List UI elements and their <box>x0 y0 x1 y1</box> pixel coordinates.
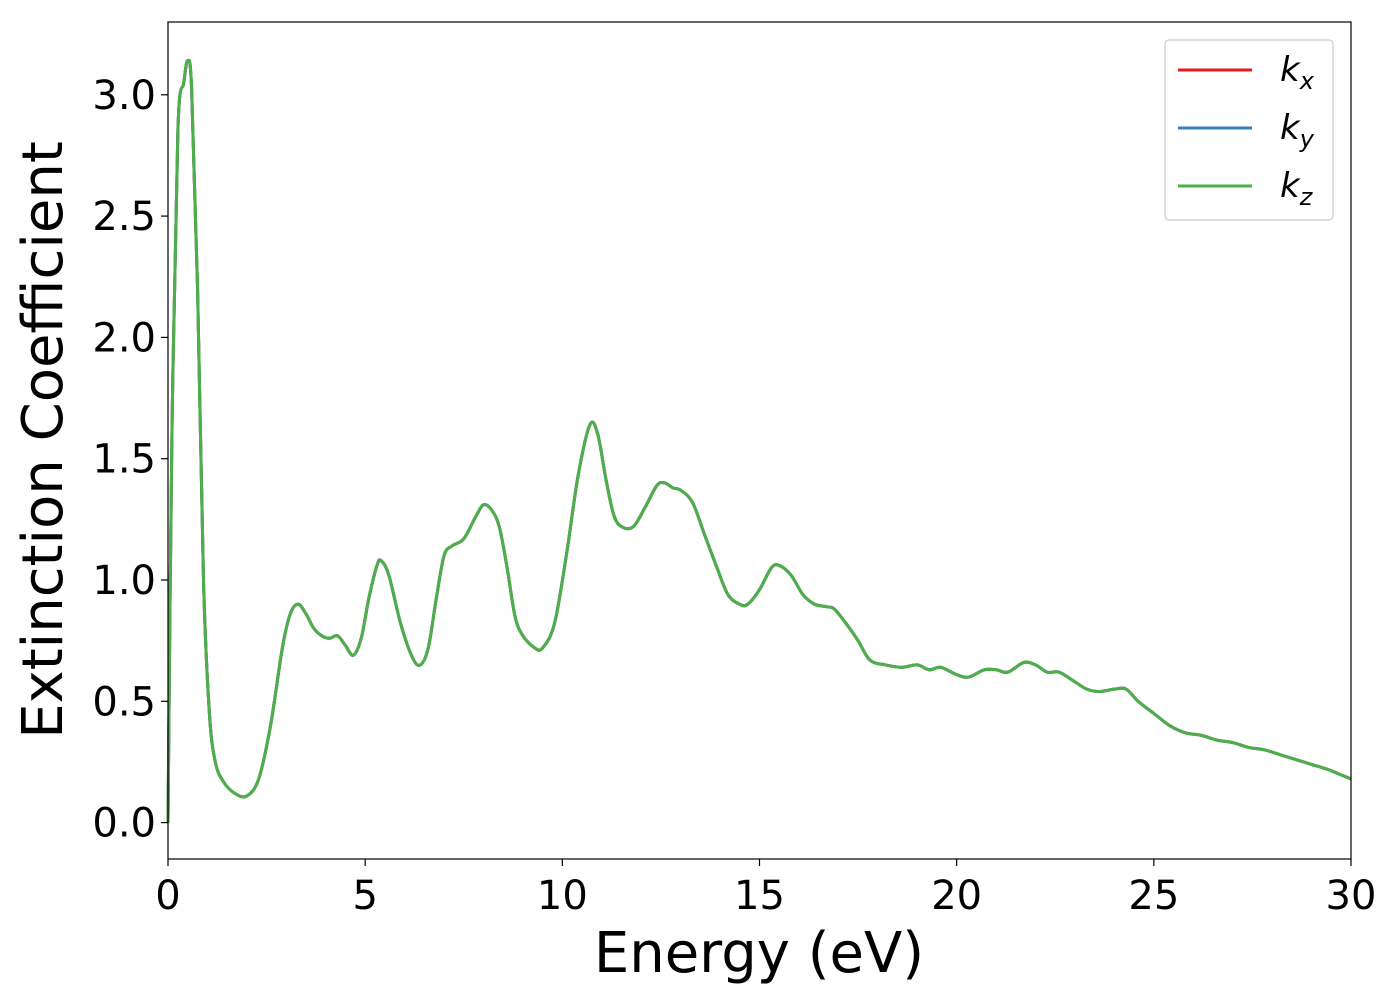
legend-items: kx ky kz <box>1178 50 1315 211</box>
y-tick-label: 1.5 <box>92 437 156 483</box>
y-tick-label: 2.5 <box>92 194 156 240</box>
x-tick-label: 25 <box>1128 873 1179 919</box>
x-tick-label: 15 <box>734 873 785 919</box>
y-tick-label: 1.0 <box>92 558 156 604</box>
x-axis-label: Energy (eV) <box>594 921 924 986</box>
y-tick-label: 2.0 <box>92 315 156 361</box>
x-tick-label: 30 <box>1326 873 1377 919</box>
x-tick-label: 0 <box>155 873 180 919</box>
legend-label-k-y: ky <box>1280 108 1315 153</box>
series-layer <box>166 59 1352 823</box>
x-tick-label: 5 <box>352 873 377 919</box>
y-tick-label: 0.5 <box>92 679 156 725</box>
legend: kx ky kz <box>1164 39 1334 221</box>
x-tick-label: 10 <box>537 873 588 919</box>
legend-label-k-z: kz <box>1280 166 1314 211</box>
legend-label-k-x: kx <box>1280 50 1315 95</box>
legend-frame <box>1164 39 1334 221</box>
x-tick-label: 20 <box>931 873 982 919</box>
x-axis: 0 5 10 15 20 25 30 <box>155 859 1376 919</box>
y-tick-label: 0.0 <box>92 801 156 847</box>
series-line-k-z <box>166 59 1352 823</box>
y-axis: 0.0 0.5 1.0 1.5 2.0 2.5 3.0 <box>92 73 168 847</box>
y-axis-label: Extinction Coefficient <box>11 141 76 739</box>
y-tick-label: 3.0 <box>92 73 156 119</box>
